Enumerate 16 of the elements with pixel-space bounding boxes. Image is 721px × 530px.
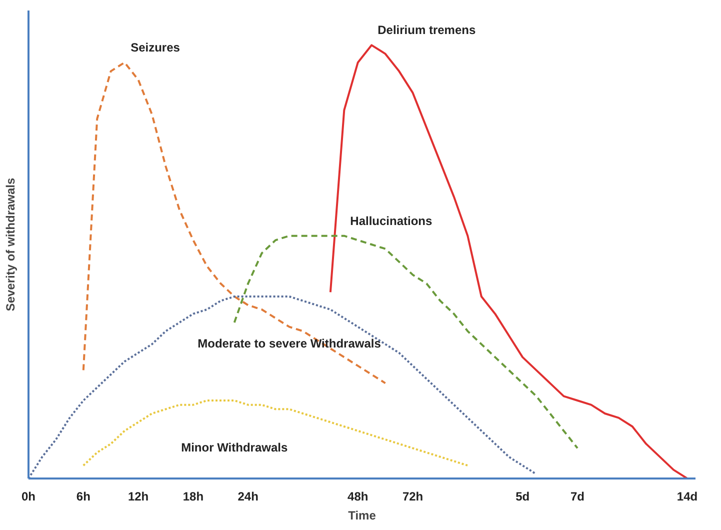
series-label: Hallucinations [350, 214, 432, 228]
y-axis-title: Severity of withdrawals [4, 177, 18, 312]
x-axis-title: Time [348, 508, 376, 522]
x-tick-label: 7d [570, 490, 584, 504]
series-label: Seizures [130, 40, 180, 54]
x-tick-label: 72h [402, 490, 424, 504]
x-tick-label: 14d [676, 490, 698, 504]
series-label: Delirium tremens [378, 23, 476, 38]
x-tick-label: 5d [516, 490, 530, 504]
text: Minor Withdrawals [181, 440, 288, 454]
x-tick-label: 24h [238, 490, 258, 504]
x-tick-label: 6h [76, 490, 90, 504]
x-tick-label: 48h [348, 490, 368, 504]
x-tick-label: 12h [128, 490, 149, 504]
x-tick-label: 18h [182, 490, 204, 504]
x-tick-label: 0h [22, 490, 36, 504]
